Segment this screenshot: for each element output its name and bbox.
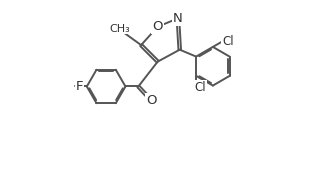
Text: O: O (146, 94, 157, 107)
Text: F: F (76, 80, 83, 93)
Text: O: O (152, 20, 163, 33)
Text: N: N (173, 12, 183, 25)
Text: Cl: Cl (222, 35, 234, 48)
Text: CH₃: CH₃ (109, 24, 130, 33)
Text: Cl: Cl (194, 81, 206, 94)
